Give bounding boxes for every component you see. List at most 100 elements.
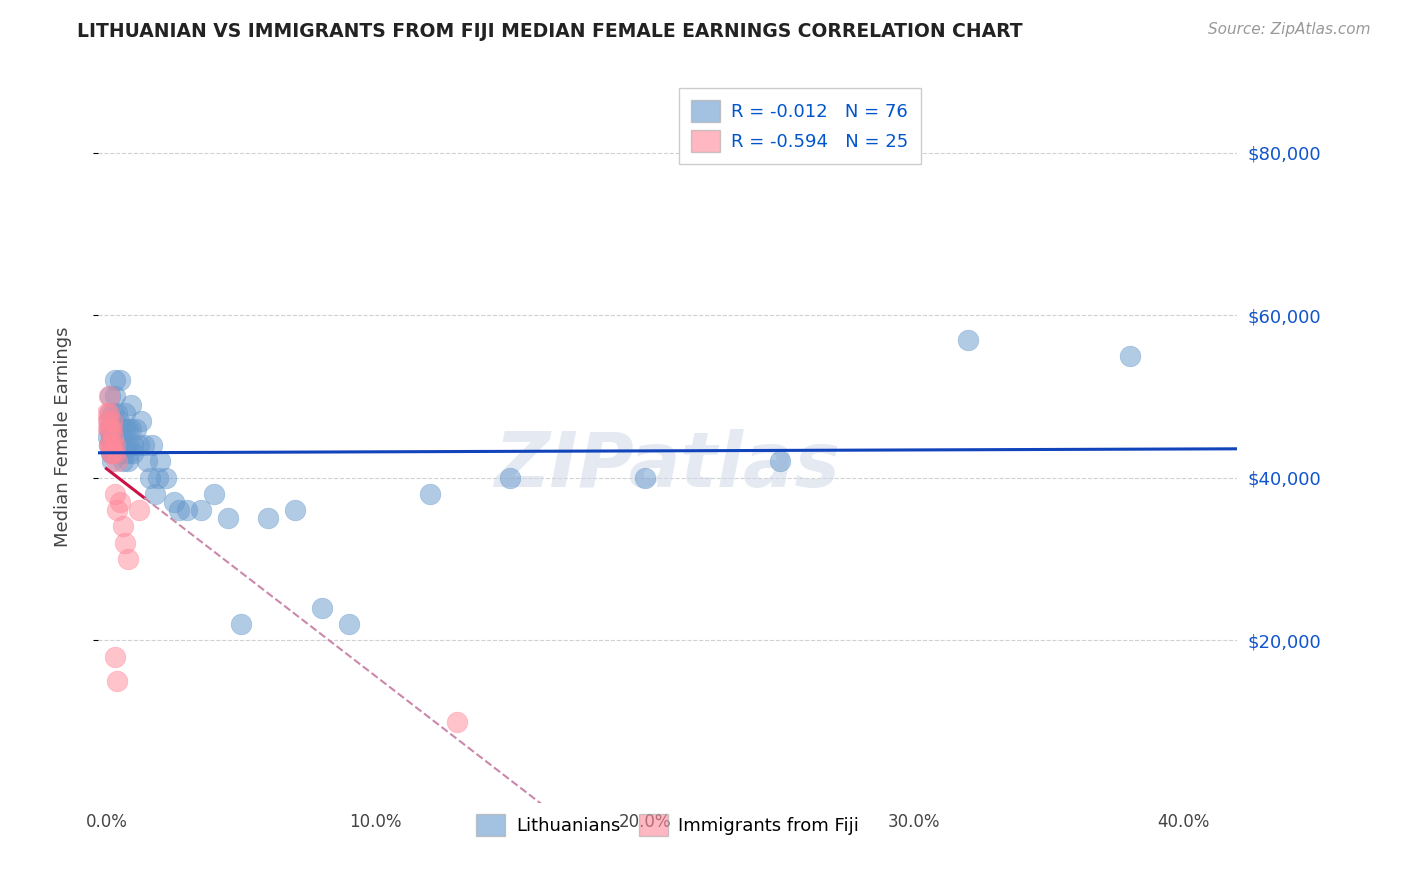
- Point: [98, 438, 121, 452]
- Text: Source: ZipAtlas.com: Source: ZipAtlas.com: [1208, 22, 1371, 37]
- Point: [155, 471, 177, 485]
- Point: [146, 471, 169, 485]
- Point: [120, 398, 142, 412]
- Point: [98, 389, 121, 403]
- Point: [101, 414, 124, 428]
- Point: [114, 406, 136, 420]
- Point: [217, 511, 239, 525]
- Point: [97, 422, 120, 436]
- Point: [103, 422, 125, 436]
- Point: [98, 422, 121, 436]
- Point: [100, 446, 122, 460]
- Y-axis label: Median Female Earnings: Median Female Earnings: [53, 326, 72, 548]
- Point: [97, 430, 120, 444]
- Point: [98, 389, 121, 403]
- Point: [100, 446, 122, 460]
- Point: [111, 438, 134, 452]
- Point: [634, 471, 657, 485]
- Point: [105, 438, 128, 452]
- Point: [117, 552, 139, 566]
- Point: [128, 438, 150, 452]
- Point: [957, 333, 980, 347]
- Point: [97, 414, 120, 428]
- Point: [176, 503, 198, 517]
- Point: [101, 414, 124, 428]
- Point: [117, 446, 139, 460]
- Point: [108, 373, 131, 387]
- Point: [105, 422, 128, 436]
- Point: [117, 454, 139, 468]
- Text: ZIPatlas: ZIPatlas: [495, 429, 841, 503]
- Point: [103, 649, 125, 664]
- Point: [190, 503, 212, 517]
- Point: [103, 487, 125, 501]
- Point: [105, 454, 128, 468]
- Point: [419, 487, 441, 501]
- Point: [114, 422, 136, 436]
- Point: [499, 471, 522, 485]
- Point: [229, 617, 252, 632]
- Point: [111, 454, 134, 468]
- Point: [104, 438, 127, 452]
- Point: [98, 422, 121, 436]
- Point: [103, 389, 125, 403]
- Point: [98, 438, 121, 452]
- Point: [114, 535, 136, 549]
- Point: [108, 495, 131, 509]
- Point: [125, 422, 148, 436]
- Point: [143, 487, 166, 501]
- Point: [1118, 349, 1140, 363]
- Point: [105, 446, 128, 460]
- Point: [103, 430, 125, 444]
- Point: [114, 438, 136, 452]
- Point: [120, 422, 142, 436]
- Point: [108, 422, 131, 436]
- Point: [149, 454, 172, 468]
- Point: [446, 714, 468, 729]
- Point: [284, 503, 307, 517]
- Point: [103, 430, 125, 444]
- Point: [111, 519, 134, 533]
- Point: [138, 471, 160, 485]
- Point: [122, 446, 145, 460]
- Point: [100, 430, 122, 444]
- Point: [96, 406, 118, 420]
- Text: LITHUANIAN VS IMMIGRANTS FROM FIJI MEDIAN FEMALE EARNINGS CORRELATION CHART: LITHUANIAN VS IMMIGRANTS FROM FIJI MEDIA…: [77, 22, 1024, 41]
- Point: [257, 511, 280, 525]
- Point: [105, 422, 128, 436]
- Point: [103, 373, 125, 387]
- Point: [97, 414, 120, 428]
- Point: [108, 446, 131, 460]
- Point: [135, 454, 157, 468]
- Point: [128, 503, 150, 517]
- Point: [117, 422, 139, 436]
- Point: [101, 454, 124, 468]
- Point: [101, 438, 124, 452]
- Point: [108, 430, 131, 444]
- Point: [108, 438, 131, 452]
- Point: [98, 438, 121, 452]
- Point: [311, 600, 333, 615]
- Point: [103, 438, 125, 452]
- Point: [337, 617, 360, 632]
- Legend: Lithuanians, Immigrants from Fiji: Lithuanians, Immigrants from Fiji: [464, 801, 872, 848]
- Point: [122, 438, 145, 452]
- Point: [105, 430, 128, 444]
- Point: [101, 446, 124, 460]
- Point: [131, 414, 153, 428]
- Point: [105, 438, 128, 452]
- Point: [103, 438, 125, 452]
- Point: [111, 422, 134, 436]
- Point: [101, 422, 124, 436]
- Point: [105, 406, 128, 420]
- Point: [167, 503, 190, 517]
- Point: [117, 438, 139, 452]
- Point: [768, 454, 790, 468]
- Point: [103, 406, 125, 420]
- Point: [107, 414, 129, 428]
- Point: [101, 430, 124, 444]
- Point: [141, 438, 163, 452]
- Point: [163, 495, 186, 509]
- Point: [103, 446, 125, 460]
- Point: [98, 406, 121, 420]
